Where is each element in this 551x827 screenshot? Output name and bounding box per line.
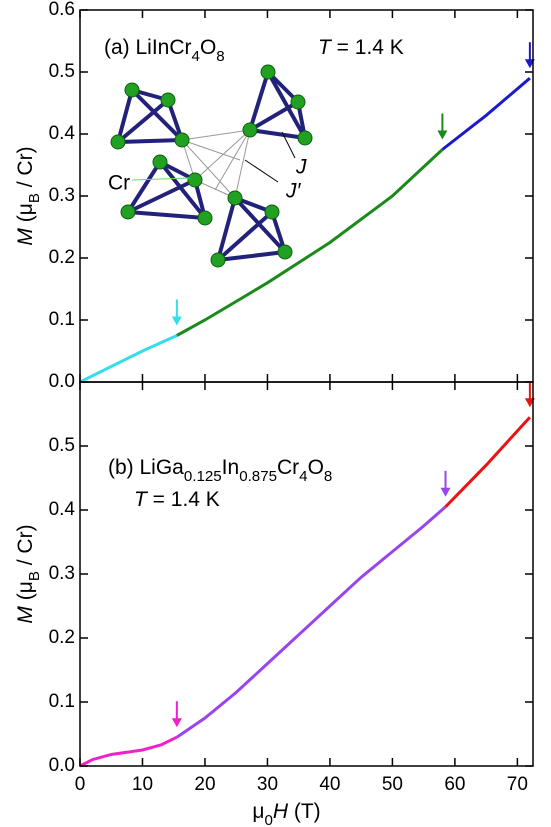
y-axis-label: M (μB / Cr) [14, 524, 43, 623]
inset-label: J′ [285, 180, 302, 203]
panel-label-part: 8 [216, 48, 224, 65]
y-tick-label: 0.1 [49, 309, 75, 330]
y-tick-label: 0.5 [49, 435, 75, 456]
y-axis-label-part: M [14, 228, 37, 246]
data-line [176, 148, 444, 337]
panel-label-part: (a) LiInCr [104, 36, 192, 59]
x-tick-label: 60 [444, 774, 465, 795]
y-axis-label: M (μB / Cr) [14, 146, 43, 245]
x-tick-label: 70 [507, 774, 528, 795]
y-tick-label: 0.3 [49, 185, 75, 206]
inset-label: J [295, 156, 307, 179]
x-tick-label: 0 [75, 774, 86, 795]
arrow-head [171, 718, 182, 728]
x-tick-label: 10 [132, 774, 153, 795]
y-axis-label-part: / Cr) [14, 524, 37, 571]
x-tick-label: 30 [257, 774, 278, 795]
panel-label-part: 0.125 [184, 468, 222, 485]
y-axis-label-part: (μ [14, 203, 37, 228]
panel-label-part: In [222, 456, 240, 479]
y-tick-label: 0.6 [49, 0, 75, 20]
temperature-label: T = 1.4 K [318, 36, 404, 59]
arrow [171, 299, 182, 326]
temperature-label-part: T [318, 36, 333, 59]
panel-label-part: 4 [192, 48, 200, 65]
y-tick-label: 0.0 [49, 755, 75, 776]
y-tick-label: 0.5 [49, 61, 75, 82]
panel-label: (b) LiGa0.125In0.875Cr4O8 [108, 456, 332, 485]
arrow [440, 470, 451, 497]
x-axis-label: μ0H (T) [252, 800, 320, 827]
arrow [437, 113, 448, 140]
x-axis-label-part: μ [252, 800, 264, 823]
panel-label: (a) LiInCr4O8 [104, 36, 225, 65]
panel-label-part: O [200, 36, 216, 59]
panel-label-part: O [308, 456, 324, 479]
data-line [79, 334, 178, 384]
x-tick-label: 50 [382, 774, 403, 795]
y-tick-label: 0.3 [49, 563, 75, 584]
temperature-label-part: = 1.4 K [331, 36, 404, 59]
data-line [79, 735, 178, 768]
x-axis-label-part: H [273, 800, 289, 823]
arrow-head [171, 316, 182, 326]
y-axis-label-part: (μ [14, 581, 37, 606]
inset-structure [110, 64, 313, 268]
y-tick-label: 0.4 [49, 499, 76, 520]
temperature-label-part: = 1.4 K [147, 488, 220, 511]
panel-label-part: 0.875 [239, 468, 277, 485]
y-tick-label: 0.1 [49, 691, 75, 712]
arrow [171, 701, 182, 728]
data-line [176, 505, 447, 739]
x-axis-label-part: 0 [264, 812, 272, 827]
y-tick-label: 0.2 [49, 247, 75, 268]
temperature-label: T = 1.4 K [134, 488, 220, 511]
x-tick-label: 20 [194, 774, 215, 795]
x-tick-label: 40 [319, 774, 340, 795]
temperature-label-part: T [134, 488, 149, 511]
panel-label-part: Cr [277, 456, 299, 479]
y-axis-label-part: M [14, 606, 37, 624]
y-tick-label: 0.0 [49, 371, 75, 392]
x-axis-label-part: (T) [288, 800, 321, 823]
plot-frame [79, 9, 534, 383]
data-line [444, 416, 531, 508]
arrow-head [440, 487, 451, 497]
inset-label: Cr [108, 172, 130, 195]
y-tick-label: 0.4 [49, 123, 76, 144]
panel-label-part: 4 [299, 468, 307, 485]
plot-frame [79, 381, 534, 767]
y-tick-label: 0.2 [49, 627, 75, 648]
panel-label-part: 8 [324, 468, 332, 485]
panel-label-part: (b) LiGa [108, 456, 184, 479]
y-axis-label-part: B [26, 571, 43, 581]
y-axis-label-part: / Cr) [14, 146, 37, 193]
y-axis-label-part: B [26, 193, 43, 203]
arrow-head [437, 130, 448, 140]
data-line [441, 77, 531, 151]
